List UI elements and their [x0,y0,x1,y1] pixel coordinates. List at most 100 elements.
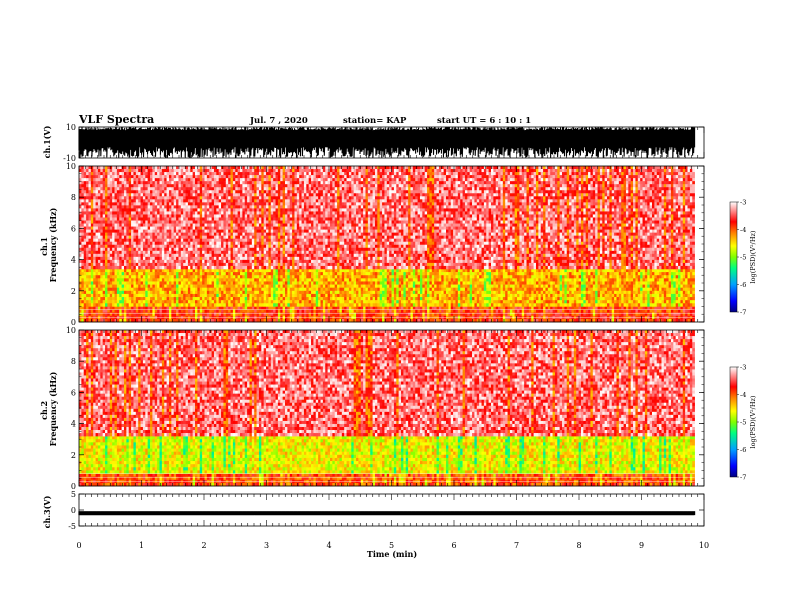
spectrogram-cell [112,294,115,297]
spectrogram-cell [676,300,679,303]
spectrogram-cell [503,272,506,275]
spectrogram-cell [204,272,207,275]
spectrogram-cell [576,310,579,313]
spectrogram-cell [543,291,546,294]
spectrogram-cell [247,297,250,300]
spectrogram-cell [366,300,369,303]
spectrogram-cell [242,313,245,316]
spectrogram-cell [484,310,487,313]
spectrogram-cell [392,303,395,306]
spectrogram-cell [162,269,165,272]
spectrogram-cell [321,275,324,278]
spectrogram-cell [271,278,274,281]
spectrogram-cell [221,288,224,291]
spectrogram-cell [81,184,84,187]
spectrogram-cell [304,310,307,313]
spectrogram-cell [96,169,99,172]
spectrogram-cell [389,269,392,272]
spectrogram-cell [93,272,96,275]
spectrogram-cell [122,300,125,303]
spectrogram-cell [605,275,608,278]
spectrogram-cell [647,294,650,297]
spectrogram-cell [512,269,515,272]
spectrogram-cell [133,313,136,316]
spectrogram-cell [579,285,582,288]
spectrogram-cell [330,278,333,281]
spectrogram-cell [79,251,82,254]
spectrogram-cell [621,285,624,288]
spectrogram-cell [484,291,487,294]
spectrogram-cell [190,278,193,281]
spectrogram-cell [548,278,551,281]
spectrogram-cell [429,297,432,300]
spectrogram-cell [472,285,475,288]
spectrogram-cell [477,300,480,303]
spectrogram-cell [335,313,338,316]
spectrogram-cell [152,303,155,306]
spectrogram-cell [477,297,480,300]
spectrogram-cell [100,294,103,297]
spectrogram-cell [143,275,146,278]
spectrogram-cell [586,300,589,303]
spectrogram-cell [377,272,380,275]
spectrogram-cell [500,303,503,306]
spectrogram-cell [664,272,667,275]
spectrogram-cell [690,303,693,306]
spectrogram-cell [451,297,454,300]
spectrogram-cell [86,227,89,230]
spectrogram-cell [133,275,136,278]
spectrogram-cell [79,205,82,208]
spectrogram-cell [219,313,222,316]
spectrogram-cell [297,285,300,288]
spectrogram-cell [309,272,312,275]
spectrogram-cell [366,303,369,306]
spectrogram-cell [688,294,691,297]
spectrogram-cell [164,269,167,272]
spectrogram-cell [268,303,271,306]
spectrogram-cell [313,310,316,313]
spectrogram-cell [81,254,84,257]
spectrogram-cell [100,187,103,190]
spectrogram-cell [609,313,612,316]
spectrogram-cell [496,278,499,281]
spectrogram-cell [366,294,369,297]
spectrogram-cell [477,278,480,281]
spectrogram-cell [403,281,406,284]
spectrogram-cell [261,272,264,275]
spectrogram-cell [688,313,691,316]
spectrogram-cell [335,275,338,278]
spectrogram-cell [98,181,101,184]
spectrogram-cell [318,297,321,300]
spectrogram-cell [363,300,366,303]
spectrogram-cell [81,181,84,184]
spectrogram-cell [351,275,354,278]
spectrogram-cell [524,278,527,281]
spectrogram-cell [169,269,172,272]
spectrogram-cell [219,300,222,303]
spectrogram-cell [219,294,222,297]
spectrogram-cell [531,297,534,300]
spectrogram-cell [283,281,286,284]
spectrogram-cell [607,269,610,272]
spectrogram-cell [581,275,584,278]
spectrogram-cell [169,303,172,306]
spectrogram-cell [249,269,252,272]
spectrogram-cell [145,297,148,300]
spectrogram-cell [186,294,189,297]
spectrogram-cell [508,278,511,281]
spectrogram-cell [204,297,207,300]
spectrogram-cell [517,278,520,281]
spectrogram-cell [79,260,82,263]
spectrogram-cell [155,313,158,316]
spectrogram-cell [455,281,458,284]
spectrogram-cell [155,303,158,306]
spectrogram-cell [238,278,241,281]
spectrogram-cell [624,303,627,306]
spectrogram-cell [420,272,423,275]
spectrogram-cell [382,288,385,291]
spectrogram-cell [276,300,279,303]
spectrogram-cell [124,281,127,284]
spectrogram-cell [472,294,475,297]
spectrogram-cell [422,313,425,316]
spectrogram-cell [216,297,219,300]
